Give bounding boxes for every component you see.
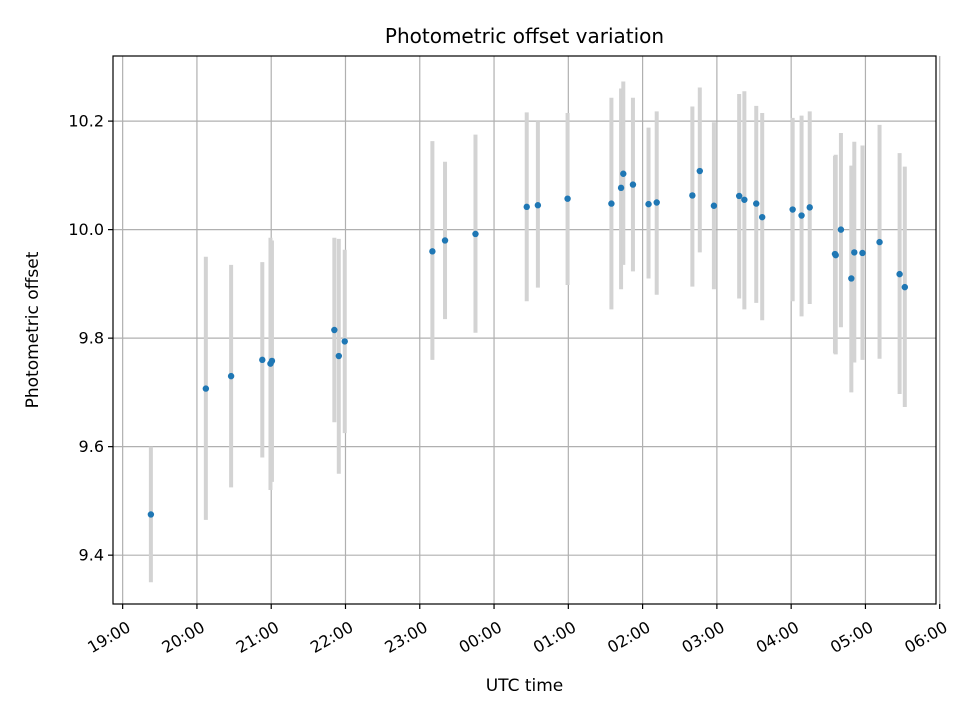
data-point [341, 338, 348, 345]
data-point [758, 213, 766, 221]
data-point [798, 212, 805, 219]
y-tick-label: 9.4 [79, 546, 104, 565]
data-point [472, 230, 479, 238]
x-axis-label: UTC time [486, 676, 564, 696]
data-points [147, 167, 909, 518]
chart-title: Photometric offset variation [385, 24, 664, 48]
y-tick-label: 10.0 [68, 220, 104, 239]
data-point [848, 275, 855, 282]
data-point [259, 356, 266, 364]
y-axis-ticks: 9.4 9.6 9.8 10.0 10.2 [68, 112, 113, 565]
data-point [645, 200, 652, 208]
data-point [429, 248, 436, 255]
y-tick-label: 9.8 [79, 329, 104, 348]
data-point [901, 283, 909, 291]
data-point [832, 251, 839, 259]
data-point [653, 199, 660, 206]
data-point [147, 511, 155, 518]
data-point [789, 206, 796, 213]
data-point [735, 192, 743, 200]
data-point [268, 357, 276, 365]
data-point [608, 200, 615, 207]
data-point [202, 385, 210, 392]
data-point [335, 352, 343, 360]
data-point [629, 181, 637, 188]
data-point [896, 270, 903, 278]
data-point [441, 237, 449, 244]
y-axis-label: Photometric offset [23, 251, 43, 408]
data-point [534, 202, 542, 209]
data-point [753, 200, 760, 207]
data-point [227, 372, 235, 380]
data-point [837, 226, 845, 233]
data-point [876, 238, 883, 246]
y-tick-label: 10.2 [68, 112, 104, 131]
grid [113, 56, 941, 604]
data-point [331, 326, 338, 334]
data-point [689, 192, 696, 199]
data-point [620, 170, 627, 177]
data-point [859, 249, 866, 257]
data-point [696, 167, 703, 175]
data-point [741, 196, 748, 203]
data-point [617, 184, 625, 192]
y-tick-label: 9.6 [79, 437, 104, 456]
data-point [564, 195, 571, 202]
plot-frame [112, 55, 937, 605]
data-point [710, 202, 718, 209]
data-point [806, 204, 813, 211]
data-point [851, 249, 858, 256]
data-point [523, 203, 530, 211]
